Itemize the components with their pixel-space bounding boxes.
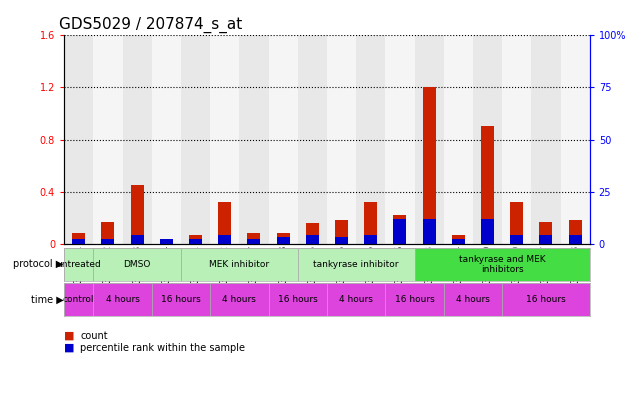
- Bar: [394, 215, 406, 244]
- Bar: [569, 220, 581, 244]
- Bar: [385, 35, 415, 244]
- Bar: [210, 35, 239, 244]
- Bar: [335, 220, 348, 244]
- Bar: [364, 202, 378, 244]
- Bar: [531, 35, 560, 244]
- Bar: [64, 35, 94, 244]
- Bar: [560, 35, 590, 244]
- Bar: [269, 283, 327, 316]
- Bar: [481, 127, 494, 244]
- Bar: [539, 235, 553, 244]
- Bar: [64, 248, 94, 281]
- Text: tankyrase and MEK
inhibitors: tankyrase and MEK inhibitors: [459, 255, 545, 274]
- Bar: [502, 283, 590, 316]
- Bar: [101, 222, 115, 244]
- Bar: [101, 239, 115, 244]
- Bar: [122, 35, 152, 244]
- Bar: [269, 35, 297, 244]
- Bar: [356, 35, 385, 244]
- Text: 16 hours: 16 hours: [526, 295, 566, 304]
- Bar: [481, 219, 494, 244]
- Text: MEK inhibitor: MEK inhibitor: [209, 260, 269, 269]
- Text: DMSO: DMSO: [124, 260, 151, 269]
- Bar: [276, 237, 290, 244]
- Bar: [297, 248, 415, 281]
- Text: GDS5029 / 207874_s_at: GDS5029 / 207874_s_at: [59, 17, 242, 33]
- Text: 4 hours: 4 hours: [339, 295, 373, 304]
- Bar: [452, 239, 465, 244]
- Bar: [218, 235, 231, 244]
- Text: ■: ■: [64, 331, 74, 341]
- Bar: [452, 235, 465, 244]
- Bar: [72, 233, 85, 244]
- Bar: [473, 35, 502, 244]
- Text: 16 hours: 16 hours: [278, 295, 317, 304]
- Bar: [335, 237, 348, 244]
- Bar: [306, 235, 319, 244]
- Bar: [181, 248, 297, 281]
- Text: tankyrase inhibitor: tankyrase inhibitor: [313, 260, 399, 269]
- Bar: [181, 35, 210, 244]
- Text: percentile rank within the sample: percentile rank within the sample: [80, 343, 245, 353]
- Text: untreated: untreated: [56, 260, 101, 269]
- Text: ■: ■: [64, 343, 74, 353]
- Bar: [160, 240, 173, 244]
- Bar: [415, 248, 590, 281]
- Bar: [247, 239, 260, 244]
- Bar: [247, 233, 260, 244]
- Bar: [94, 35, 122, 244]
- Text: control: control: [63, 295, 94, 304]
- Bar: [152, 283, 210, 316]
- Bar: [415, 35, 444, 244]
- Bar: [364, 235, 378, 244]
- Text: 4 hours: 4 hours: [456, 295, 490, 304]
- Text: 16 hours: 16 hours: [395, 295, 435, 304]
- Bar: [94, 248, 181, 281]
- Bar: [131, 235, 144, 244]
- Bar: [444, 35, 473, 244]
- Text: 4 hours: 4 hours: [106, 295, 140, 304]
- Bar: [189, 239, 202, 244]
- Bar: [218, 202, 231, 244]
- Text: 16 hours: 16 hours: [161, 295, 201, 304]
- Bar: [502, 35, 531, 244]
- Bar: [444, 283, 502, 316]
- Bar: [239, 35, 269, 244]
- Bar: [160, 239, 173, 244]
- Bar: [64, 283, 94, 316]
- Bar: [510, 202, 523, 244]
- Text: protocol ▶: protocol ▶: [13, 259, 63, 269]
- Bar: [189, 235, 202, 244]
- Bar: [94, 283, 152, 316]
- Bar: [539, 222, 553, 244]
- Bar: [72, 239, 85, 244]
- Bar: [422, 219, 436, 244]
- Bar: [327, 35, 356, 244]
- Bar: [131, 185, 144, 244]
- Text: count: count: [80, 331, 108, 341]
- Bar: [306, 223, 319, 244]
- Bar: [152, 35, 181, 244]
- Text: time ▶: time ▶: [31, 295, 63, 305]
- Bar: [385, 283, 444, 316]
- Bar: [210, 283, 269, 316]
- Bar: [569, 235, 581, 244]
- Bar: [276, 233, 290, 244]
- Bar: [510, 235, 523, 244]
- Bar: [297, 35, 327, 244]
- Bar: [422, 87, 436, 244]
- Bar: [394, 219, 406, 244]
- Text: 4 hours: 4 hours: [222, 295, 256, 304]
- Bar: [327, 283, 385, 316]
